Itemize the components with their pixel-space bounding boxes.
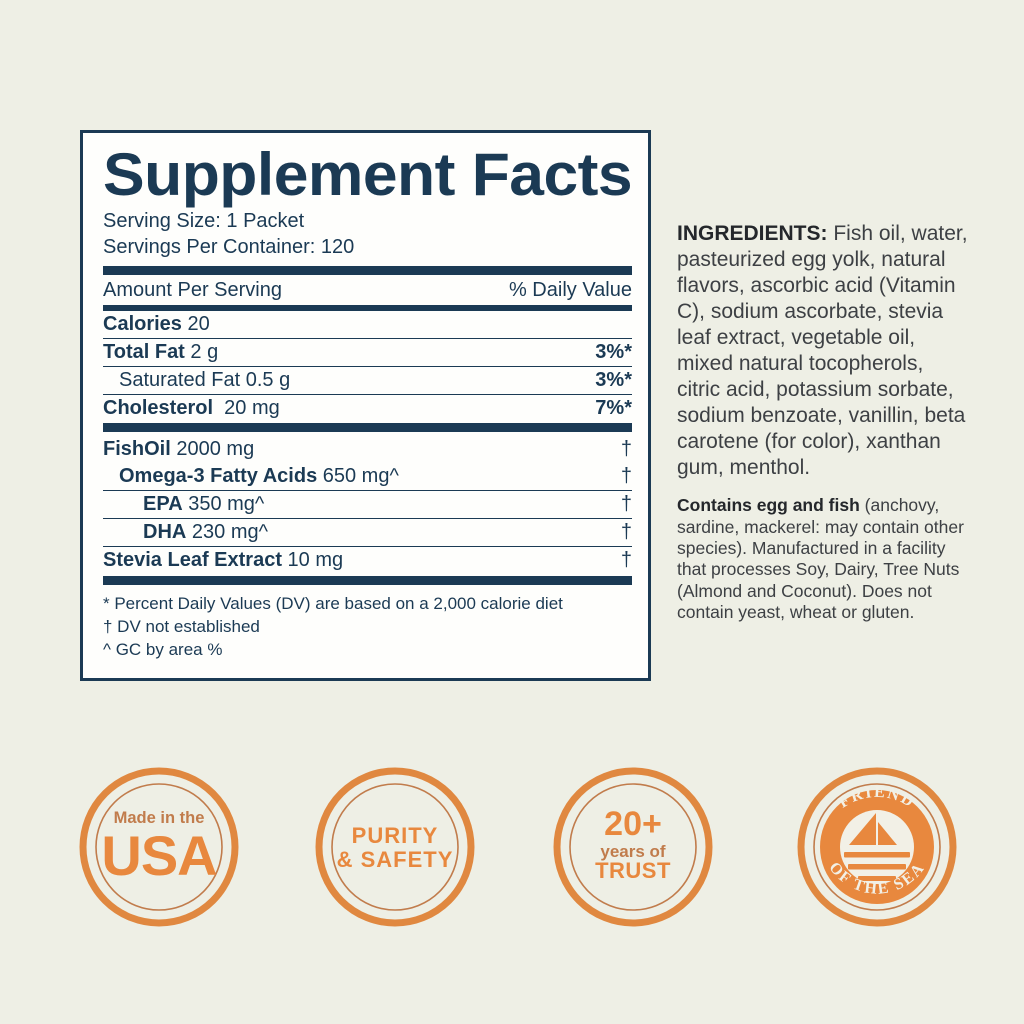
svg-text:TRUST: TRUST	[595, 858, 671, 883]
svg-text:PURITY: PURITY	[352, 823, 439, 848]
svg-text:20+: 20+	[604, 805, 662, 843]
svg-text:USA: USA	[101, 824, 216, 887]
svg-text:& SAFETY: & SAFETY	[337, 847, 454, 872]
